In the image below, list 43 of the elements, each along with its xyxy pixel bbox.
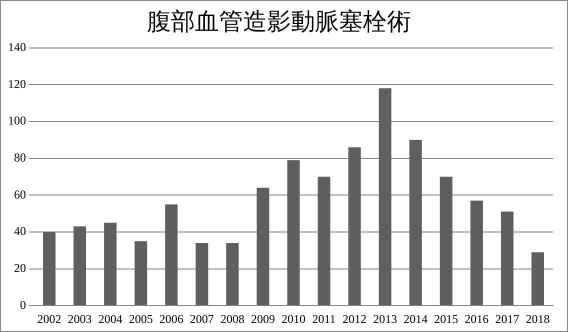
x-tick-label: 2012 <box>342 312 367 326</box>
y-tick-label: 0 <box>20 298 26 312</box>
x-tick-label: 2009 <box>250 312 275 326</box>
bar <box>470 200 483 306</box>
bar <box>348 147 361 306</box>
chart-title: 腹部血管造影動脈塞栓術 <box>147 8 411 36</box>
x-tick-label: 2005 <box>128 312 153 326</box>
y-tick-label: 60 <box>14 187 26 202</box>
bar <box>440 176 452 306</box>
y-tick-label: 80 <box>14 150 26 164</box>
bar <box>500 212 514 306</box>
y-tick-label: 100 <box>8 114 26 128</box>
x-tick-label: 2014 <box>404 312 428 326</box>
x-tick-label: 2017 <box>495 312 520 326</box>
bar <box>104 222 117 306</box>
x-tick-label: 2008 <box>220 312 244 326</box>
x-tick-label: 2007 <box>190 312 214 326</box>
bar <box>196 242 208 306</box>
y-tick-label: 20 <box>14 260 26 275</box>
bar <box>226 242 239 306</box>
bar <box>43 232 56 306</box>
bar <box>165 204 178 306</box>
y-tick-label: 120 <box>8 76 26 91</box>
x-tick-label: 2018 <box>526 312 550 326</box>
bar <box>318 176 330 306</box>
bar <box>287 160 300 306</box>
x-tick-label: 2003 <box>68 312 92 326</box>
y-tick-label: 40 <box>14 224 26 238</box>
bar <box>409 140 422 306</box>
x-tick-label: 2015 <box>434 312 458 326</box>
x-tick-label: 2011 <box>312 312 336 326</box>
x-tick-label: 2013 <box>373 312 398 326</box>
x-tick-label: 2004 <box>98 312 122 326</box>
x-tick-label: 2010 <box>282 312 306 326</box>
y-tick-label: 140 <box>8 40 26 54</box>
bar <box>531 252 544 306</box>
x-tick-label: 2002 <box>37 312 62 326</box>
x-tick-label: 2006 <box>159 312 184 326</box>
bar <box>74 226 86 306</box>
x-tick-label: 2016 <box>464 312 489 326</box>
bar <box>134 241 148 306</box>
bar <box>378 88 392 306</box>
bar <box>256 188 270 306</box>
